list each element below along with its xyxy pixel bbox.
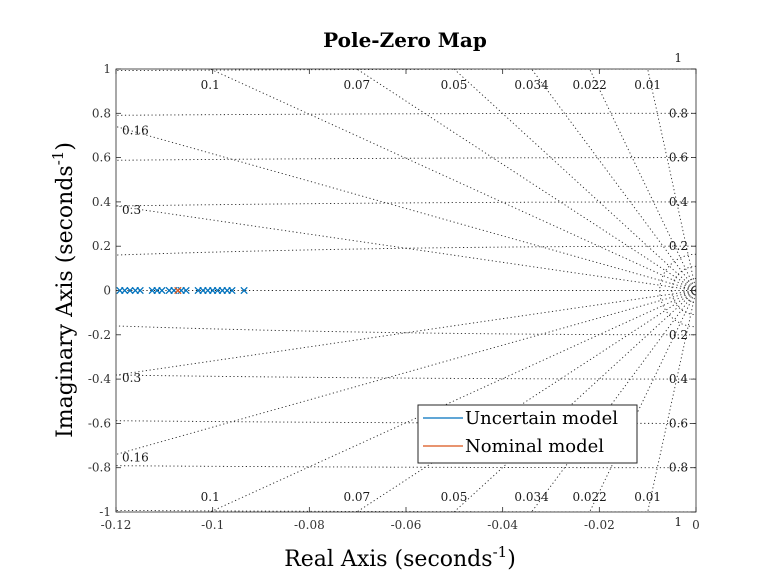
- frequency-label-0: 1: [674, 51, 682, 65]
- damping-ray-0.07-upper: [356, 69, 696, 291]
- x-axis-label-text: Real Axis (seconds: [284, 547, 492, 572]
- y-tick-label: 0.2: [92, 239, 111, 253]
- pole-marker-uncertain-model: [136, 286, 144, 295]
- frequency-arc-small: [671, 265, 696, 316]
- damping-ray-0.034-upper: [531, 69, 696, 291]
- pole-stroke: [182, 286, 190, 295]
- frequency-label-8: 0.8: [669, 461, 688, 475]
- damping-label-0.01-upper: 0.01: [634, 78, 661, 92]
- pole-stroke: [228, 286, 236, 295]
- frequency-label-5: 0.2: [669, 328, 688, 342]
- y-tick-label: -1: [99, 505, 111, 519]
- damping-label-0.022-upper: 0.022: [572, 78, 606, 92]
- axes: -1 -0.8 -0.6 -0.4 -0.2 0 0.2 0.4 0.6 0.8 1 -0.12 -0.…: [88, 62, 700, 532]
- damping-label-0.05-upper: 0.05: [441, 78, 468, 92]
- pole-stroke: [158, 286, 166, 295]
- damping-ray-0.3-lower: [116, 290, 696, 376]
- x-tick-label: -0.02: [584, 518, 615, 532]
- damping-ray-0.05-upper: [453, 69, 696, 291]
- pole-markers: [116, 286, 248, 295]
- x-axis-label-exponent: -1: [493, 543, 508, 561]
- frequency-arc-small: [659, 253, 696, 328]
- x-axis-label: Real Axis (seconds-1): [284, 543, 516, 572]
- frequency-label-7: 0.6: [669, 416, 688, 430]
- x-tick-label: -0.06: [391, 518, 422, 532]
- pole-stroke: [126, 286, 134, 295]
- y-axis-label-text: Imaginary Axis (seconds: [53, 165, 78, 438]
- y-tick-label: 0.4: [92, 195, 111, 209]
- damping-label-0.034-lower: 0.034: [514, 490, 549, 504]
- y-tick-label: -0.4: [88, 372, 112, 386]
- chart-title: Pole-Zero Map: [323, 28, 487, 52]
- pole-marker-uncertain-model: [228, 286, 236, 295]
- y-axis-label: Imaginary Axis (seconds-1): [49, 142, 78, 438]
- pole-marker-uncertain-model: [240, 286, 248, 295]
- damping-ray-0.16-lower: [116, 290, 696, 455]
- damping-label-0.3-upper: 0.3: [122, 203, 141, 217]
- damping-ray-0.1-upper: [210, 69, 696, 291]
- damping-ray-0.034-lower: [531, 290, 696, 512]
- x-tick-label: -0.12: [101, 518, 132, 532]
- damping-ray-0.16-upper: [116, 126, 696, 291]
- x-tick-label: 0: [692, 518, 700, 532]
- x-tick-label: -0.1: [201, 518, 224, 532]
- plot-frame: [115, 68, 697, 513]
- damping-label-0.05-lower: 0.05: [441, 490, 468, 504]
- y-tick-label: -0.2: [88, 328, 111, 342]
- frequency-label-1: 0.8: [669, 106, 688, 120]
- y-tick-label: -0.8: [88, 461, 111, 475]
- frequency-arc-0.2: [116, 245, 696, 336]
- y-tick-label: 0.6: [92, 151, 111, 165]
- y-axis-label-close: ): [53, 142, 78, 151]
- damping-label-0.3-lower: 0.3: [122, 371, 141, 385]
- legend-box: [417, 404, 638, 464]
- damping-label-0.07-lower: 0.07: [343, 490, 370, 504]
- pole-marker-uncertain-model: [126, 286, 134, 295]
- damping-label-0.1-upper: 0.1: [201, 78, 220, 92]
- damping-ray-0.05-lower: [453, 290, 696, 512]
- pole-stroke: [240, 286, 248, 295]
- frequency-label-4: 0.2: [669, 239, 688, 253]
- damping-ray-0.07-lower: [356, 290, 696, 512]
- pole-stroke: [121, 286, 129, 295]
- frequency-label-9: 1: [674, 515, 682, 529]
- legend: Uncertain model Nominal model: [417, 404, 638, 464]
- x-tick-label: -0.08: [294, 518, 325, 532]
- damping-label-0.01-lower: 0.01: [634, 490, 661, 504]
- x-axis-label-close: ): [507, 547, 516, 572]
- damping-grid-labels: 0.01 0.01 0.022 0.022 0.034 0.034 0.05 0.05 0.07…: [122, 51, 688, 529]
- y-tick-label: 1: [103, 62, 111, 76]
- pole-stroke: [136, 286, 144, 295]
- damping-label-0.1-lower: 0.1: [201, 490, 220, 504]
- damping-label-0.16-lower: 0.16: [122, 450, 149, 464]
- y-tick-label: -0.6: [88, 416, 111, 430]
- legend-label-nominal: Nominal model: [465, 436, 604, 457]
- y-axis-label-exponent: -1: [49, 151, 67, 166]
- damping-label-0.034-upper: 0.034: [514, 78, 549, 92]
- pole-marker-uncertain-model: [182, 286, 190, 295]
- frequency-arc-small: [683, 277, 696, 304]
- pole-marker-uncertain-model: [121, 286, 129, 295]
- frequency-label-6: 0.4: [669, 372, 688, 386]
- y-tick-label: 0: [103, 284, 111, 298]
- x-tick-label: -0.04: [487, 518, 518, 532]
- pole-marker-uncertain-model: [158, 286, 166, 295]
- y-tick-label: 0.8: [92, 106, 111, 120]
- legend-label-uncertain: Uncertain model: [465, 408, 618, 429]
- damping-label-0.16-upper: 0.16: [122, 124, 149, 138]
- damping-ray-0.1-lower: [210, 290, 696, 512]
- pole-stroke: [174, 286, 182, 295]
- pole-marker-nominal-model: [174, 286, 182, 295]
- frequency-label-2: 0.6: [669, 151, 688, 165]
- damping-grid: [116, 69, 696, 512]
- frequency-label-3: 0.4: [669, 195, 688, 209]
- damping-label-0.07-upper: 0.07: [343, 78, 370, 92]
- damping-label-0.022-lower: 0.022: [572, 490, 606, 504]
